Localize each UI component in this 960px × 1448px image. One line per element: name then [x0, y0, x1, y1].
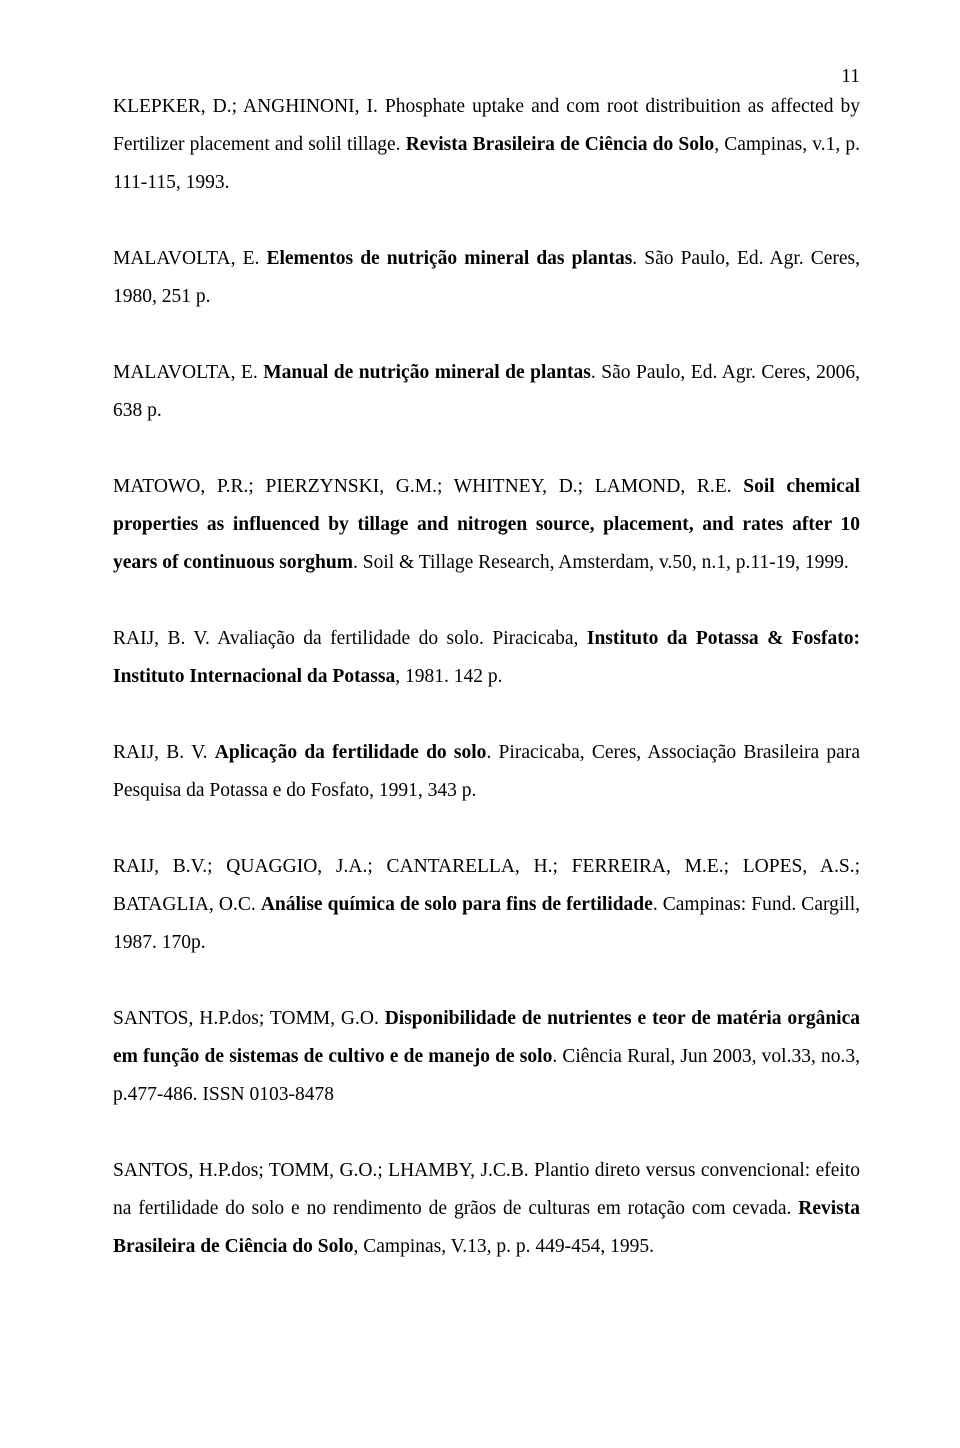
document-page: 11 KLEPKER, D.; ANGHINONI, I. Phosphate …: [0, 0, 960, 1448]
reference-item: MALAVOLTA, E. Elementos de nutrição mine…: [113, 240, 860, 316]
reference-list: KLEPKER, D.; ANGHINONI, I. Phosphate upt…: [113, 88, 860, 1266]
reference-post: , Campinas, V.13, p. p. 449-454, 1995.: [354, 1236, 654, 1257]
reference-item: RAIJ, B. V. Aplicação da fertilidade do …: [113, 734, 860, 810]
reference-title: Manual de nutrição mineral de plantas: [263, 362, 591, 383]
reference-title: Elementos de nutrição mineral das planta…: [266, 248, 632, 269]
reference-pre: MATOWO, P.R.; PIERZYNSKI, G.M.; WHITNEY,…: [113, 476, 743, 497]
reference-pre: SANTOS, H.P.dos; TOMM, G.O.; LHAMBY, J.C…: [113, 1160, 860, 1219]
reference-pre: RAIJ, B. V. Avaliação da fertilidade do …: [113, 628, 587, 649]
reference-pre: SANTOS, H.P.dos; TOMM, G.O.: [113, 1008, 385, 1029]
reference-pre: MALAVOLTA, E.: [113, 362, 263, 383]
reference-item: KLEPKER, D.; ANGHINONI, I. Phosphate upt…: [113, 88, 860, 202]
reference-post: . Soil & Tillage Research, Amsterdam, v.…: [353, 552, 849, 573]
reference-item: SANTOS, H.P.dos; TOMM, G.O. Disponibilid…: [113, 1000, 860, 1114]
reference-item: SANTOS, H.P.dos; TOMM, G.O.; LHAMBY, J.C…: [113, 1152, 860, 1266]
reference-item: MALAVOLTA, E. Manual de nutrição mineral…: [113, 354, 860, 430]
reference-pre: MALAVOLTA, E.: [113, 248, 266, 269]
reference-post: , 1981. 142 p.: [395, 666, 502, 687]
reference-item: MATOWO, P.R.; PIERZYNSKI, G.M.; WHITNEY,…: [113, 468, 860, 582]
reference-title: Revista Brasileira de Ciência do Solo: [406, 134, 714, 155]
reference-item: RAIJ, B.V.; QUAGGIO, J.A.; CANTARELLA, H…: [113, 848, 860, 962]
page-number: 11: [841, 58, 860, 96]
reference-title: Aplicação da fertilidade do solo: [215, 742, 487, 763]
reference-item: RAIJ, B. V. Avaliação da fertilidade do …: [113, 620, 860, 696]
reference-title: Análise química de solo para fins de fer…: [261, 894, 653, 915]
reference-pre: RAIJ, B. V.: [113, 742, 215, 763]
